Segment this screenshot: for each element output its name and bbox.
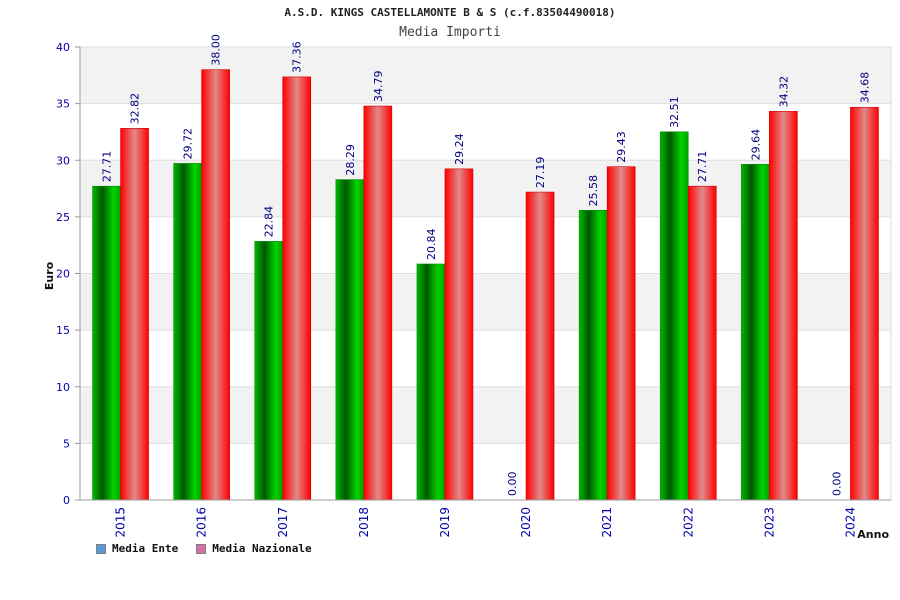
y-axis-label: Euro [43, 261, 56, 290]
x-tick-label: 2019 [438, 507, 452, 538]
bar-media-nazionale [444, 168, 474, 501]
y-tick-label: 25 [56, 211, 70, 224]
bar-media-ente [741, 164, 770, 501]
value-label-media-ente: 22.84 [263, 206, 276, 238]
value-label-media-ente: 28.29 [344, 144, 357, 176]
bar-media-nazionale [606, 166, 636, 501]
legend-item-nazionale: Media Nazionale [196, 542, 312, 555]
y-tick-label: 40 [56, 41, 70, 54]
x-tick-label: 2022 [681, 507, 695, 538]
value-label-media-nazionale: 32.82 [129, 93, 142, 125]
legend-label-ente: Media Ente [112, 542, 179, 555]
bar-media-nazionale [769, 111, 798, 501]
value-label-media-ente: 29.72 [182, 128, 195, 160]
value-label-media-ente: 0.00 [506, 472, 519, 497]
value-label-media-nazionale: 29.43 [615, 131, 628, 163]
legend-label-nazionale: Media Nazionale [212, 542, 312, 555]
bar-media-ente [416, 263, 446, 501]
value-label-media-ente: 32.51 [668, 96, 681, 128]
value-label-media-nazionale: 34.68 [858, 72, 871, 104]
value-label-media-ente: 0.00 [830, 472, 843, 497]
y-tick-label: 15 [56, 324, 70, 337]
x-tick-label: 2016 [195, 507, 209, 538]
y-tick-label: 20 [56, 268, 70, 281]
value-label-media-ente: 27.71 [101, 151, 114, 183]
bar-media-ente [92, 185, 121, 501]
x-tick-label: 2020 [519, 507, 533, 538]
bar-media-nazionale [282, 76, 312, 501]
value-label-media-ente: 20.84 [425, 228, 438, 260]
x-tick-label: 2017 [276, 507, 290, 538]
value-label-media-ente: 25.58 [587, 175, 600, 207]
value-label-media-ente: 29.64 [749, 129, 762, 161]
bar-media-ente [173, 163, 202, 501]
value-label-media-nazionale: 34.32 [777, 76, 790, 108]
legend-swatch-nazionale [196, 543, 207, 554]
x-tick-label: 2021 [600, 507, 614, 538]
value-label-media-nazionale: 27.71 [696, 151, 709, 183]
y-tick-label: 5 [63, 437, 70, 450]
chart-title: A.S.D. KINGS CASTELLAMONTE B & S (c.f.83… [284, 6, 616, 19]
bar-media-nazionale [120, 128, 149, 501]
bar-media-ente [335, 179, 365, 501]
bar-media-nazionale [525, 191, 555, 501]
legend-swatch-ente [96, 543, 106, 554]
bar-media-ente [578, 210, 608, 501]
legend-item-ente: Media Ente [96, 542, 178, 555]
value-label-media-nazionale: 37.36 [291, 41, 304, 73]
x-tick-label: 2023 [762, 507, 776, 538]
bar-media-nazionale [201, 69, 230, 501]
value-label-media-nazionale: 38.00 [210, 34, 223, 66]
x-tick-label: 2024 [843, 507, 857, 538]
bar-media-ente [254, 241, 284, 501]
bar-media-nazionale [850, 106, 879, 501]
value-label-media-nazionale: 29.24 [453, 133, 466, 165]
bar-media-nazionale [363, 105, 393, 501]
bar-media-nazionale [687, 185, 717, 501]
chart-subtitle: Media Importi [399, 25, 501, 40]
y-tick-label: 10 [56, 381, 70, 394]
value-label-media-nazionale: 34.79 [372, 71, 385, 103]
y-tick-label: 30 [56, 154, 70, 167]
value-label-media-nazionale: 27.19 [534, 157, 547, 189]
legend: Media Ente Media Nazionale [96, 542, 312, 555]
y-tick-label: 0 [63, 494, 70, 507]
x-tick-label: 2015 [114, 507, 128, 538]
y-tick-label: 35 [56, 98, 70, 111]
x-tick-label: 2018 [357, 507, 371, 538]
bar-media-ente [659, 131, 689, 501]
x-axis-label: Anno [857, 528, 889, 541]
